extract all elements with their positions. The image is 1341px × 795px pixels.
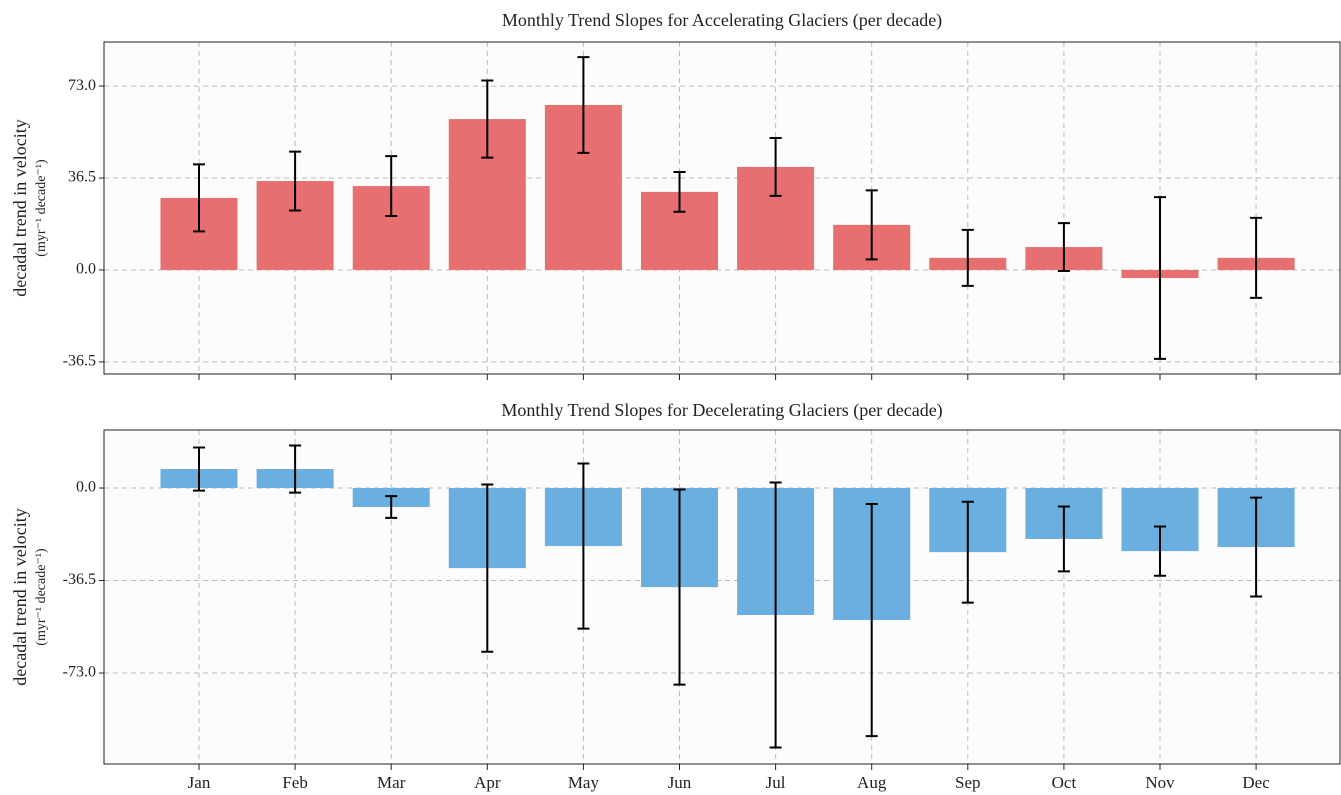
error-bar (961, 500, 974, 604)
error-bar (865, 502, 878, 738)
x-tick-label: May (568, 773, 600, 792)
y-tick-label: -36.5 (63, 571, 96, 588)
error-bar (577, 462, 590, 630)
error-bar (865, 189, 878, 261)
x-tick-label: Jul (766, 773, 786, 792)
error-bar (289, 444, 302, 494)
x-tick-label: Feb (282, 773, 308, 792)
x-tick-label: Sep (955, 773, 981, 792)
error-bar (1154, 525, 1166, 577)
plot-frame (103, 429, 1341, 765)
y-tick-label: -73.0 (63, 664, 96, 681)
error-bar (481, 483, 494, 653)
y-tick-label: 36.5 (68, 169, 96, 186)
chart-title: Monthly Trend Slopes for Accelerating Gl… (502, 10, 942, 31)
error-bar (769, 136, 782, 197)
error-bar (673, 488, 686, 686)
error-bar (577, 56, 590, 154)
plot-frame (103, 41, 1341, 375)
y-tick-label: -36.5 (63, 353, 96, 370)
error-bar (1250, 216, 1263, 299)
error-bar (385, 155, 398, 218)
error-bar (961, 228, 974, 287)
x-tick-label: Jan (188, 773, 211, 792)
error-bar (385, 495, 398, 519)
error-bar (193, 446, 205, 492)
error-bar (289, 150, 302, 212)
error-bar (193, 163, 205, 233)
y-axis-label: decadal trend in velocity (10, 119, 30, 296)
x-tick-label: Dec (1242, 773, 1270, 792)
x-tick-label: Mar (377, 773, 406, 792)
error-bar (1057, 505, 1070, 573)
x-tick-label: Aug (857, 773, 887, 792)
chart-title: Monthly Trend Slopes for Decelerating Gl… (501, 400, 942, 421)
y-axis-unit: (myr⁻¹ decade⁻¹) (34, 548, 49, 646)
y-axis-label: decadal trend in velocity (10, 508, 30, 685)
error-bar (481, 79, 494, 159)
error-bar (769, 481, 782, 749)
error-bar (1057, 222, 1070, 272)
y-tick-label: 0.0 (76, 479, 96, 496)
y-tick-label: 0.0 (76, 261, 96, 278)
y-tick-label: 73.0 (68, 77, 96, 94)
x-tick-label: Nov (1145, 773, 1175, 792)
error-bar (673, 170, 686, 213)
x-tick-label: Apr (474, 773, 501, 792)
error-bar (1250, 496, 1263, 598)
y-axis-unit: (myr⁻¹ decade⁻¹) (34, 159, 49, 257)
x-tick-label: Oct (1052, 773, 1077, 792)
error-bar (1154, 196, 1166, 360)
x-tick-label: Jun (668, 773, 692, 792)
